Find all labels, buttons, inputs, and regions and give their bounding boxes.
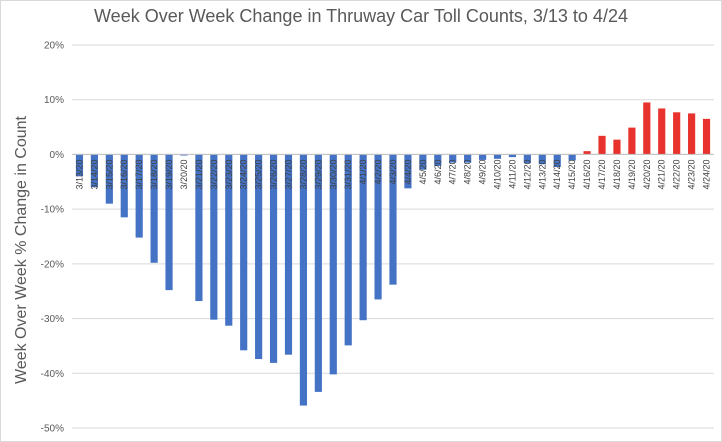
x-tick-label: 3/14/20 xyxy=(89,159,99,189)
x-tick-label: 4/13/20 xyxy=(537,159,547,189)
bar xyxy=(598,135,606,155)
y-tick-label: 0% xyxy=(50,150,65,161)
bar xyxy=(240,154,248,351)
x-tick-label: 4/21/20 xyxy=(657,159,667,189)
bar xyxy=(613,139,621,155)
bar xyxy=(255,154,263,360)
bar xyxy=(643,102,651,155)
x-tick-label: 3/27/20 xyxy=(283,159,293,189)
x-tick-label: 3/23/20 xyxy=(224,159,234,189)
x-tick-label: 4/19/20 xyxy=(627,159,637,189)
x-tick-label: 4/15/20 xyxy=(567,159,577,189)
x-tick-label: 4/20/20 xyxy=(642,159,652,189)
bar xyxy=(210,154,218,320)
bar xyxy=(90,154,98,188)
x-tick-label: 4/12/20 xyxy=(522,159,532,189)
y-tick-label: -20% xyxy=(41,259,64,270)
bar xyxy=(329,154,337,375)
x-tick-label: 4/11/20 xyxy=(507,159,517,188)
bar xyxy=(702,118,711,155)
bar xyxy=(538,154,546,165)
bar xyxy=(508,154,517,158)
bar xyxy=(404,154,412,189)
x-tick-label: 3/20/20 xyxy=(179,159,189,189)
x-tick-label: 3/31/20 xyxy=(343,159,353,189)
bar xyxy=(628,127,636,155)
x-tick-label: 4/7/20 xyxy=(448,159,458,184)
bar xyxy=(180,154,188,156)
x-tick-label: 3/17/20 xyxy=(134,159,144,189)
bar xyxy=(314,154,322,392)
bar xyxy=(374,154,382,300)
x-tick-label: 3/26/20 xyxy=(269,159,279,189)
bar xyxy=(523,154,531,164)
y-tick-label: -30% xyxy=(41,314,64,325)
x-tick-label: 4/4/20 xyxy=(403,159,413,184)
bar xyxy=(688,113,696,155)
x-tick-label: 3/30/20 xyxy=(328,159,338,189)
x-tick-label: 4/8/20 xyxy=(463,159,473,184)
x-tick-label: 4/6/20 xyxy=(433,159,443,184)
bar xyxy=(464,154,472,163)
bar xyxy=(673,112,681,155)
bar xyxy=(195,154,203,302)
x-tick-label: 3/29/20 xyxy=(313,159,323,189)
x-tick-label: 4/18/20 xyxy=(612,159,622,189)
bar xyxy=(434,154,442,166)
bar xyxy=(120,154,128,218)
x-tick-label: 3/22/20 xyxy=(209,159,219,189)
y-tick-label: -40% xyxy=(41,369,64,380)
x-tick-label: 4/1/20 xyxy=(358,159,368,184)
x-tick-label: 3/21/20 xyxy=(194,159,204,189)
y-tick-label: -10% xyxy=(41,205,64,216)
bar xyxy=(583,151,591,155)
x-tick-label: 3/16/20 xyxy=(119,159,129,189)
bar xyxy=(478,154,487,160)
bar xyxy=(553,154,561,168)
x-tick-label: 4/3/20 xyxy=(388,159,398,184)
x-tick-label: 3/28/20 xyxy=(298,159,308,189)
x-tick-label: 4/2/20 xyxy=(373,159,383,184)
bar xyxy=(269,154,278,363)
bar xyxy=(135,154,143,238)
chart-title: Week Over Week Change in Thruway Car Tol… xyxy=(94,6,628,26)
y-tick-label: -50% xyxy=(41,424,64,435)
x-tick-label: 4/9/20 xyxy=(478,159,488,184)
x-tick-label: 3/13/20 xyxy=(74,159,84,189)
y-tick-label: 10% xyxy=(44,95,64,106)
x-tick-label: 3/24/20 xyxy=(239,159,249,189)
bar xyxy=(299,154,308,406)
x-tick-label: 3/25/20 xyxy=(254,159,264,189)
bar xyxy=(449,154,457,163)
bar xyxy=(493,154,502,159)
x-tick-label: 4/17/20 xyxy=(597,159,607,189)
y-tick-label: 20% xyxy=(44,41,64,52)
bar xyxy=(284,154,293,355)
x-tick-label: 3/19/20 xyxy=(164,159,174,189)
x-tick-label: 4/16/20 xyxy=(582,159,592,189)
bar xyxy=(225,154,233,326)
bar xyxy=(105,154,113,204)
bar xyxy=(359,154,367,321)
x-tick-label: 4/22/20 xyxy=(672,159,682,189)
bar xyxy=(568,154,576,161)
bar xyxy=(344,154,352,346)
x-tick-label: 3/18/20 xyxy=(149,159,159,189)
x-tick-label: 3/15/20 xyxy=(104,159,114,189)
bar xyxy=(419,154,427,170)
bar xyxy=(658,108,666,155)
bar xyxy=(165,154,173,291)
bar xyxy=(75,154,84,177)
x-tick-label: 4/5/20 xyxy=(418,159,428,184)
bar xyxy=(150,154,158,263)
x-tick-label: 4/10/20 xyxy=(493,159,503,189)
x-tick-label: 4/24/20 xyxy=(702,159,712,189)
x-tick-label: 4/14/20 xyxy=(552,159,562,189)
x-tick-label: 4/23/20 xyxy=(687,159,697,189)
bar xyxy=(389,154,397,285)
